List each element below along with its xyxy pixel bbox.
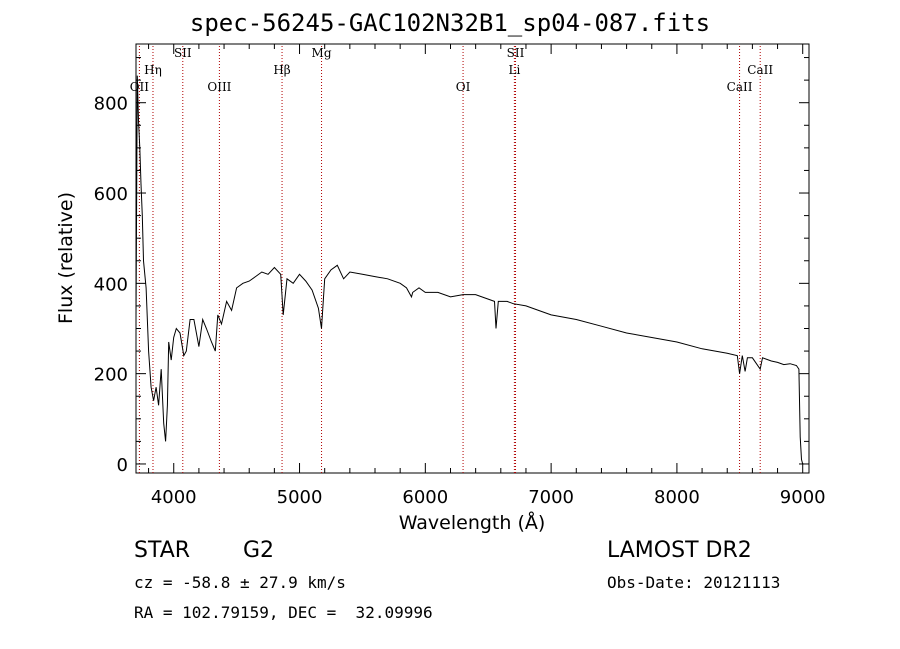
x-tick-label: 4000: [151, 487, 197, 508]
spectrum-line: [135, 75, 804, 465]
y-tick-label: 800: [94, 94, 128, 115]
line-marker-label: OII: [130, 80, 150, 94]
survey-name: LAMOST DR2: [607, 538, 752, 563]
line-marker-label: CaII: [727, 80, 753, 94]
x-tick-label: 7000: [528, 487, 574, 508]
line-marker-label: Hη: [144, 63, 162, 77]
x-tick-label: 5000: [277, 487, 323, 508]
y-tick-label: 400: [94, 274, 128, 295]
line-marker-label: SII: [174, 46, 192, 60]
x-axis-label: Wavelength (Å): [399, 511, 546, 534]
y-tick-label: 0: [117, 455, 128, 476]
line-marker-label: CaII: [747, 63, 773, 77]
line-marker-label: Hβ: [273, 63, 290, 77]
x-tick-label: 8000: [654, 487, 700, 508]
chart-title: spec-56245-GAC102N32B1_sp04-087.fits: [189, 9, 711, 37]
line-marker-label: Mg: [312, 46, 332, 60]
obs-date-text: Obs-Date: 20121113: [607, 573, 781, 592]
redshift-text: cz = -58.8 ± 27.9 km/s: [134, 573, 346, 592]
line-marker-label: Li: [508, 63, 520, 77]
y-axis-label: Flux (relative): [55, 192, 77, 324]
object-class: STAR: [134, 538, 191, 563]
object-subclass: G2: [243, 538, 275, 563]
x-tick-label: 6000: [402, 487, 448, 508]
y-tick-label: 600: [94, 184, 128, 205]
plot-frame: [135, 43, 810, 474]
line-marker-label: OIII: [207, 80, 231, 94]
line-marker-label: OI: [456, 80, 471, 94]
y-tick-label: 200: [94, 365, 128, 386]
line-marker-label: SII: [507, 46, 525, 60]
coordinates-text: RA = 102.79159, DEC = 32.09996: [134, 603, 433, 622]
x-tick-label: 9000: [780, 487, 826, 508]
